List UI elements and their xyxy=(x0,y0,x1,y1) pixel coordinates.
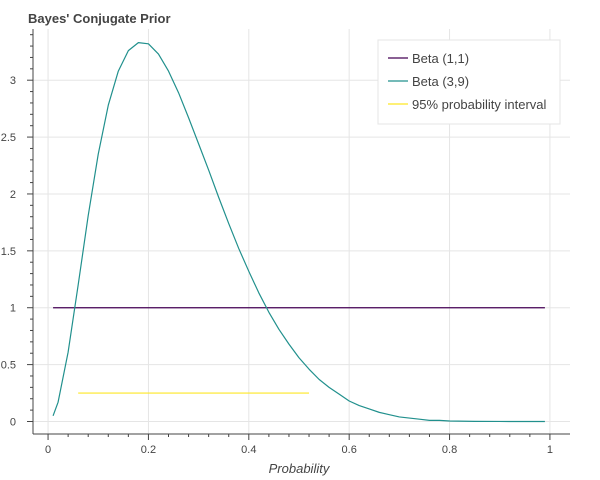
legend-item-1[interactable]: Beta (1,1) xyxy=(412,51,469,66)
y-tick-label-4: 2 xyxy=(10,189,16,201)
y-tick-label-3: 1.5 xyxy=(1,246,16,258)
x-tick-label-2: 0.4 xyxy=(241,444,256,456)
legend-item-2[interactable]: Beta (3,9) xyxy=(412,74,469,89)
y-tick-label-0: 0 xyxy=(10,416,16,428)
x-tick-label-4: 0.8 xyxy=(442,444,457,456)
y-tick-label-1: 0.5 xyxy=(1,360,16,372)
axes: 0 0.2 0.4 0.6 0.8 1 0 0.5 1 1.5 2 2.5 3 xyxy=(1,29,570,456)
x-tick-label-1: 0.2 xyxy=(141,444,156,456)
chart-title: Bayes' Conjugate Prior xyxy=(28,11,171,26)
y-tick-label-6: 3 xyxy=(10,75,16,87)
legend[interactable]: Beta (1,1) Beta (3,9) 95% probability inte… xyxy=(377,39,561,125)
x-tick-label-0: 0 xyxy=(45,444,51,456)
series-layer xyxy=(52,42,545,423)
x-axis-label: Probability xyxy=(269,461,331,476)
x-tick-label-5: 1 xyxy=(547,444,553,456)
legend-item-3[interactable]: 95% probability interval xyxy=(412,97,547,112)
x-tick-label-3: 0.6 xyxy=(342,444,357,456)
y-tick-label-5: 2.5 xyxy=(1,132,16,144)
legend-box xyxy=(377,39,561,125)
y-tick-label-2: 1 xyxy=(10,303,16,315)
series-line-2 xyxy=(52,42,545,423)
